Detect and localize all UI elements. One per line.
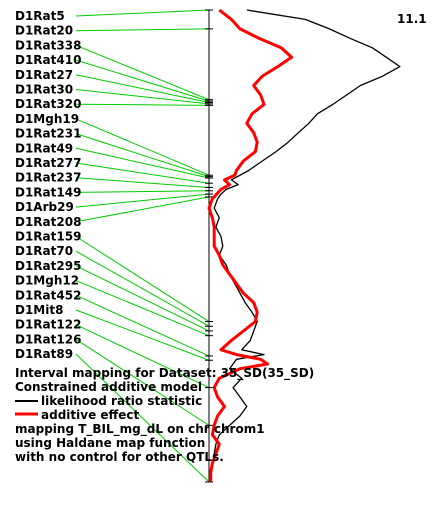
marker-connector — [75, 294, 210, 357]
marker-label: D1Rat237 — [15, 171, 81, 185]
legend-effect-label: additive effect — [41, 408, 139, 422]
marker-label: D1Rat452 — [15, 288, 81, 302]
marker-label: D1Rat159 — [15, 230, 81, 244]
max-value-label: 11.1 — [397, 12, 427, 26]
marker-connector — [75, 177, 210, 188]
legend: Interval mapping for Dataset: 35_SD(35_S… — [15, 366, 314, 464]
marker-connector — [75, 193, 210, 208]
marker-label: D1Rat70 — [15, 244, 73, 258]
marker-label: D1Rat295 — [15, 259, 81, 273]
legend-control: with no control for other QTLs. — [15, 450, 224, 464]
marker-label: D1Rat126 — [15, 332, 81, 346]
additive-effect-curve — [207, 8, 294, 482]
legend-lrs-label: likelihood ratio statistic — [41, 394, 202, 408]
legend-title: Interval mapping for Dataset: 35_SD(35_S… — [15, 366, 314, 381]
marker-label: D1Rat277 — [15, 156, 81, 170]
marker-connector — [75, 265, 210, 332]
marker-label: D1Rat27 — [15, 68, 73, 82]
marker-label: D1Rat338 — [15, 38, 81, 52]
marker-label: D1Arb29 — [15, 200, 74, 214]
marker-connector — [75, 118, 210, 176]
marker-connector — [75, 74, 210, 104]
marker-label: D1Rat320 — [15, 97, 81, 111]
marker-label: D1Rat89 — [15, 347, 73, 361]
marker-connector — [75, 28, 210, 32]
marker-connector — [75, 59, 210, 102]
marker-label: D1Rat208 — [15, 215, 81, 229]
legend-model: Constrained additive model — [15, 380, 202, 394]
marker-label: D1Rat49 — [15, 141, 73, 155]
marker-connector — [75, 103, 210, 106]
marker-label: D1Rat231 — [15, 127, 81, 141]
marker-connector — [75, 309, 210, 361]
marker-connector — [75, 9, 210, 17]
legend-mapping: mapping T_BIL_mg_dL on chr chrom1 — [15, 422, 265, 437]
marker-connector — [75, 89, 210, 105]
marker-label: D1Rat20 — [15, 24, 73, 38]
marker-connector — [75, 280, 210, 337]
legend-function: using Haldane map function — [15, 436, 205, 450]
marker-connector — [75, 147, 210, 179]
curves — [207, 8, 401, 482]
marker-connector — [75, 44, 210, 101]
marker-connector — [75, 236, 210, 322]
marker-label: D1Mgh19 — [15, 112, 79, 126]
marker-connector — [75, 250, 210, 327]
marker-connector — [75, 190, 210, 193]
marker-label: D1Rat410 — [15, 53, 81, 67]
marker-connector — [75, 324, 210, 389]
lrs-curve — [210, 9, 401, 482]
marker-connector — [75, 162, 210, 184]
marker-label: D1Mit8 — [15, 303, 63, 317]
marker-label: D1Rat122 — [15, 318, 81, 332]
marker-labels: D1Rat5D1Rat20D1Rat338D1Rat410D1Rat27D1Ra… — [15, 9, 81, 361]
marker-connector — [75, 133, 210, 178]
connector-lines — [75, 9, 210, 483]
marker-connector — [75, 353, 210, 483]
marker-connector — [75, 196, 210, 223]
marker-label: D1Rat5 — [15, 9, 65, 23]
marker-ticks — [205, 9, 213, 483]
marker-connector — [75, 338, 210, 426]
marker-label: D1Rat149 — [15, 185, 81, 199]
marker-label: D1Mgh12 — [15, 274, 79, 288]
marker-label: D1Rat30 — [15, 83, 73, 97]
